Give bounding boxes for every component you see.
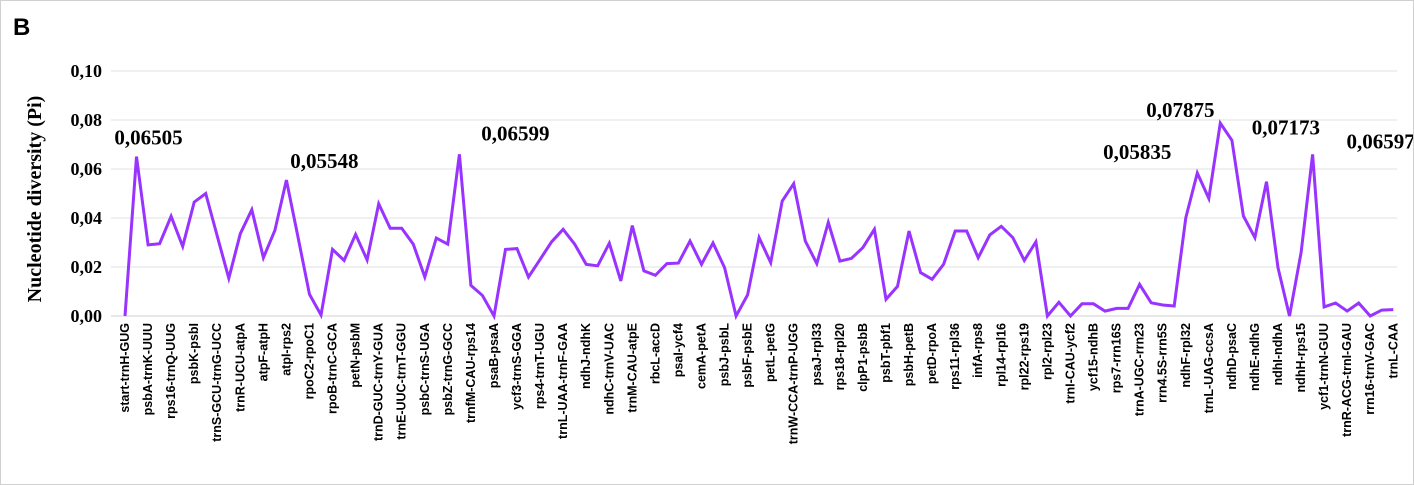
peak-annotation: 0,07875 [1146, 98, 1214, 122]
x-tick-label: psbA-trnK-UUU [141, 323, 155, 415]
x-tick-label: rbcL-accD [648, 323, 662, 384]
x-tick-label: atpI-rps2 [279, 323, 293, 376]
x-tick-label: rpl14-rpl16 [994, 323, 1008, 387]
x-tick-label: trnS-GCU-trnG-UCC [210, 323, 224, 442]
peak-annotation: 0,06597 [1346, 129, 1413, 153]
x-tick-label: rpoC2-rpoC1 [302, 323, 316, 399]
x-tick-label: psaB-psaA [487, 323, 501, 388]
x-tick-label: psbJ-psbL [718, 323, 732, 387]
y-tick-label: 0,08 [71, 110, 103, 130]
y-tick-label: 0,06 [71, 159, 103, 179]
x-tick-label: psaI-ycf4 [671, 323, 685, 377]
x-tick-label: trnR-ACG-trnI-GAU [1340, 323, 1354, 437]
x-tick-label: psbT-pbf1 [879, 323, 893, 383]
x-tick-label: ndhJ-ndhK [579, 323, 593, 389]
x-tick-label: trnL-CAA [1386, 323, 1400, 379]
x-tick-label: psbK-psbI [187, 323, 201, 384]
x-tick-label: trnD-GUC-trnY-GUA [372, 323, 386, 441]
x-tick-label: trnM-CAU-atpE [625, 323, 639, 413]
x-tick-label: ndhC-trnV-UAC [602, 323, 616, 415]
x-tick-label: rrn16-trnV-GAC [1363, 323, 1377, 415]
x-tick-label: psbZ-trnG-GCC [441, 323, 455, 415]
x-tick-label: cemA-petA [695, 323, 709, 389]
y-tick-label: 0,10 [71, 61, 103, 81]
x-tick-label: petN-psbM [349, 323, 363, 388]
peak-annotation: 0,06505 [114, 126, 182, 150]
x-tick-label: rps18-rpl20 [833, 323, 847, 390]
x-tick-label: trnL-UAA-trnF-GAA [556, 323, 570, 439]
peak-annotation: 0,05835 [1103, 140, 1171, 164]
x-tick-label: trnfM-CAU-rps14 [464, 323, 478, 423]
y-axis-title: Nucleotide diversity (Pi) [24, 96, 46, 303]
x-tick-label: ndhH-rps15 [1294, 323, 1308, 393]
x-tick-label: ndhI-ndhA [1271, 323, 1285, 385]
x-tick-label: trnA-UGC-rrn23 [1133, 323, 1147, 416]
x-tick-label: psaJ-rpl33 [810, 323, 824, 386]
y-tick-label: 0,04 [71, 208, 103, 228]
y-tick-label: 0,00 [71, 306, 103, 326]
x-tick-label: rps16-trnQ-UUG [164, 323, 178, 419]
x-tick-label: infA-rps8 [971, 323, 985, 378]
x-tick-label: trnI-CAU-ycf2 [1063, 323, 1077, 404]
peak-annotation: 0,05548 [290, 149, 358, 173]
x-tick-label: trnR-UCU-atpA [233, 323, 247, 412]
x-tick-label: trnE-UUC-trnT-GGU [395, 323, 409, 440]
x-tick-label: rps11-rpl36 [948, 323, 962, 390]
x-tick-label: trnW-CCA-trnP-UGG [787, 323, 801, 444]
x-tick-label: ndhF-rpl32 [1179, 323, 1193, 388]
x-tick-label: ycf1-trnN-GUU [1317, 323, 1331, 410]
x-tick-label: petD-rpoA [925, 323, 939, 384]
x-tick-label: clpP1-psbB [856, 323, 870, 392]
x-tick-label: psbH-petB [902, 323, 916, 386]
x-tick-label: rps4-trnT-UGU [533, 323, 547, 409]
x-tick-label: petL-petG [764, 323, 778, 382]
x-tick-label: rps7-rrn16S [1110, 323, 1124, 393]
peak-annotation: 0,07173 [1252, 115, 1320, 139]
panel-label: B [13, 14, 30, 41]
x-tick-label: ndhE-ndhG [1248, 323, 1262, 391]
y-tick-label: 0,02 [71, 257, 103, 277]
x-tick-label: psbC-trnS-UGA [418, 323, 432, 415]
x-tick-label: trnL-UAG-ccsA [1202, 323, 1216, 413]
x-tick-label: psbF-psbE [741, 323, 755, 388]
x-tick-label: rpoB-trnC-GCA [326, 323, 340, 414]
x-tick-label: ndhD-psaC [1225, 323, 1239, 390]
peak-annotation: 0,06599 [481, 121, 549, 145]
x-tick-label: rpl2-rpl23 [1040, 323, 1054, 380]
x-tick-label: ycf15-ndhB [1087, 323, 1101, 391]
x-tick-label: rpl22-rps19 [1017, 323, 1031, 390]
x-tick-label: rrn4.5S-rrn5S [1156, 323, 1170, 403]
x-tick-label: ycf3-trnS-GGA [510, 323, 524, 410]
x-tick-label: start-trnH-GUG [118, 323, 132, 413]
x-tick-label: atpF-atpH [256, 323, 270, 381]
